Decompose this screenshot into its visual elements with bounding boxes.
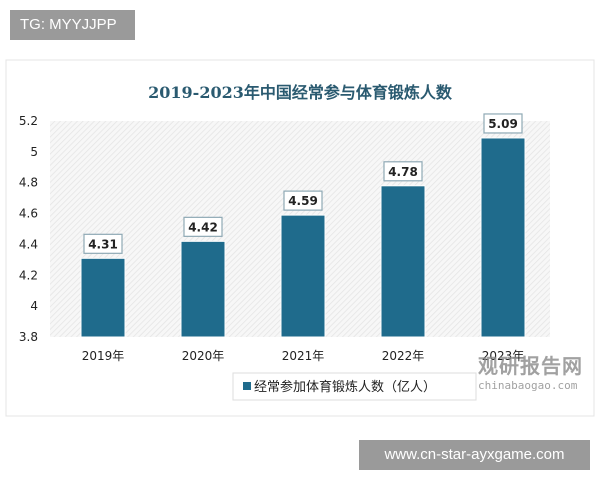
y-tick-label: 5.2 (19, 114, 38, 128)
bar (280, 214, 326, 338)
chart-title: 2019-2023年中国经常参与体育锻炼人数 (148, 83, 453, 102)
data-label-box (483, 113, 523, 134)
header-badge: TG: MYYJJPP (10, 10, 135, 40)
data-label-box (83, 233, 123, 254)
watermark-logo: 观研报告网 chinabaogao.com (478, 350, 583, 392)
x-tick-label: 2021年 (282, 349, 325, 363)
watermark-cn: 观研报告网 (478, 354, 583, 378)
y-tick-label: 4.8 (19, 176, 38, 190)
y-tick-label: 4.6 (19, 207, 38, 221)
x-tick-label: 2019年 (82, 349, 125, 363)
data-label: 4.31 (88, 237, 118, 251)
bar (380, 185, 426, 338)
bar (180, 240, 226, 338)
data-label-box (383, 161, 423, 182)
legend-swatch (243, 382, 251, 390)
x-tick-label: 2022年 (382, 349, 425, 363)
y-tick-label: 4 (30, 299, 38, 313)
bar (80, 257, 126, 338)
y-tick-label: 5 (30, 145, 38, 159)
footer-badge: www.cn-star-ayxgame.com (359, 440, 590, 470)
data-label: 5.09 (488, 117, 518, 131)
data-label: 4.42 (188, 220, 218, 234)
data-label: 4.78 (388, 165, 418, 179)
data-label: 4.59 (288, 194, 318, 208)
y-tick-label: 4.4 (19, 237, 38, 251)
x-tick-label: 2020年 (182, 349, 225, 363)
x-tick-label: 2023年 (482, 349, 525, 363)
y-tick-label: 4.2 (19, 268, 38, 282)
data-label-box (183, 216, 223, 237)
bar (480, 137, 526, 338)
watermark-en: chinabaogao.com (478, 379, 578, 392)
y-tick-label: 3.8 (19, 330, 38, 344)
legend-label: 经常参加体育锻炼人数（亿人） (254, 379, 436, 395)
data-label-box (283, 190, 323, 211)
legend (232, 372, 477, 401)
